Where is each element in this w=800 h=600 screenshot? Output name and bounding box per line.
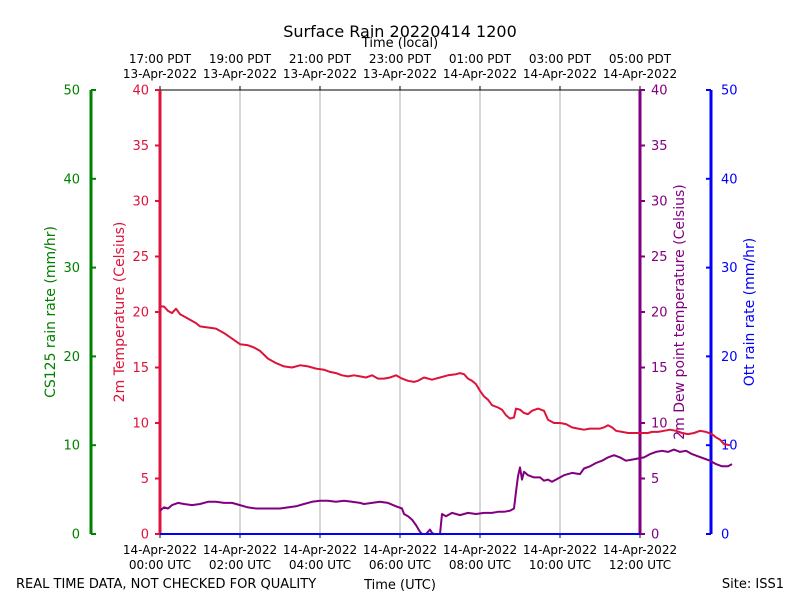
ott-tick-label-2: 20 <box>721 350 738 365</box>
bottom-tick-date-6: 14-Apr-2022 <box>603 543 677 557</box>
top-tick-date-0: 13-Apr-2022 <box>123 67 197 81</box>
top-tick-time-2: 21:00 PDT <box>289 52 352 66</box>
top-tick-date-3: 13-Apr-2022 <box>363 67 437 81</box>
top-tick-time-4: 01:00 PDT <box>449 52 512 66</box>
temp-tick-label-0: 0 <box>141 528 149 543</box>
top-axis-title: Time (local) <box>361 36 438 51</box>
bottom-tick-date-4: 14-Apr-2022 <box>443 543 517 557</box>
ott-axis-title: Ott rain rate (mm/hr) <box>742 238 758 386</box>
dew-tick-label-5: 25 <box>651 250 668 265</box>
temp-tick-label-8: 40 <box>132 84 149 99</box>
top-tick-date-6: 14-Apr-2022 <box>603 67 677 81</box>
chart-title: Surface Rain 20220414 1200 <box>283 22 517 41</box>
bottom-tick-date-3: 14-Apr-2022 <box>363 543 437 557</box>
cs125-tick-label-1: 10 <box>63 439 80 454</box>
bottom-tick-date-5: 14-Apr-2022 <box>523 543 597 557</box>
bottom-tick-time-4: 08:00 UTC <box>449 558 511 572</box>
temp-tick-label-6: 30 <box>132 195 149 210</box>
bottom-tick-date-2: 14-Apr-2022 <box>283 543 357 557</box>
ott-tick-label-1: 10 <box>721 439 738 454</box>
temp-tick-label-4: 20 <box>132 306 149 321</box>
quality-note: REAL TIME DATA, NOT CHECKED FOR QUALITY <box>16 577 316 592</box>
ott-tick-label-5: 50 <box>721 84 738 99</box>
temp-tick-label-7: 35 <box>132 139 149 154</box>
top-tick-time-1: 19:00 PDT <box>209 52 272 66</box>
top-tick-date-4: 14-Apr-2022 <box>443 67 517 81</box>
dew-tick-label-7: 35 <box>651 139 668 154</box>
bottom-tick-time-5: 10:00 UTC <box>529 558 591 572</box>
temp-tick-label-3: 15 <box>132 361 149 376</box>
series-2m-temperature-line <box>160 305 731 447</box>
dew-tick-label-1: 5 <box>651 472 659 487</box>
top-tick-time-3: 23:00 PDT <box>369 52 432 66</box>
site-label: Site: ISS1 <box>722 577 784 592</box>
bottom-tick-date-1: 14-Apr-2022 <box>203 543 277 557</box>
series-2m-dew-point-temperature-line <box>159 448 733 535</box>
top-tick-date-2: 13-Apr-2022 <box>283 67 357 81</box>
bottom-tick-time-0: 00:00 UTC <box>129 558 191 572</box>
x-axis-label: Time (UTC) <box>363 578 436 593</box>
ott-tick-label-3: 30 <box>721 261 738 276</box>
cs125-tick-label-5: 50 <box>63 84 80 99</box>
cs125-tick-label-4: 40 <box>63 172 80 187</box>
cs125-tick-label-3: 30 <box>63 261 80 276</box>
cs125-axis-title: CS125 rain rate (mm/hr) <box>43 226 59 398</box>
temp-tick-label-5: 25 <box>132 250 149 265</box>
dew-tick-label-0: 0 <box>651 528 659 543</box>
series-group <box>159 305 733 535</box>
dew-tick-label-8: 40 <box>651 84 668 99</box>
ott-tick-label-4: 40 <box>721 172 738 187</box>
bottom-tick-time-6: 12:00 UTC <box>609 558 671 572</box>
top-tick-time-6: 05:00 PDT <box>609 52 672 66</box>
dew-axis-title: 2m Dew point temperature (Celsius) <box>672 184 688 439</box>
dew-tick-label-4: 20 <box>651 306 668 321</box>
top-tick-date-5: 14-Apr-2022 <box>523 67 597 81</box>
temp-tick-label-2: 10 <box>132 417 149 432</box>
dew-tick-label-2: 10 <box>651 417 668 432</box>
top-tick-time-5: 03:00 PDT <box>529 52 592 66</box>
cs125-tick-label-0: 0 <box>72 528 80 543</box>
bottom-tick-time-2: 04:00 UTC <box>289 558 351 572</box>
bottom-tick-time-1: 02:00 UTC <box>209 558 271 572</box>
temp-axis-title: 2m Temperature (Celsius) <box>112 222 128 403</box>
top-tick-date-1: 13-Apr-2022 <box>203 67 277 81</box>
bottom-tick-time-3: 06:00 UTC <box>369 558 431 572</box>
ott-tick-label-0: 0 <box>721 528 729 543</box>
top-tick-time-0: 17:00 PDT <box>129 52 192 66</box>
cs125-tick-label-2: 20 <box>63 350 80 365</box>
dew-tick-label-3: 15 <box>651 361 668 376</box>
grid-lines <box>239 90 561 534</box>
temp-tick-label-1: 5 <box>141 472 149 487</box>
dew-tick-label-6: 30 <box>651 195 668 210</box>
bottom-tick-date-0: 14-Apr-2022 <box>123 543 197 557</box>
